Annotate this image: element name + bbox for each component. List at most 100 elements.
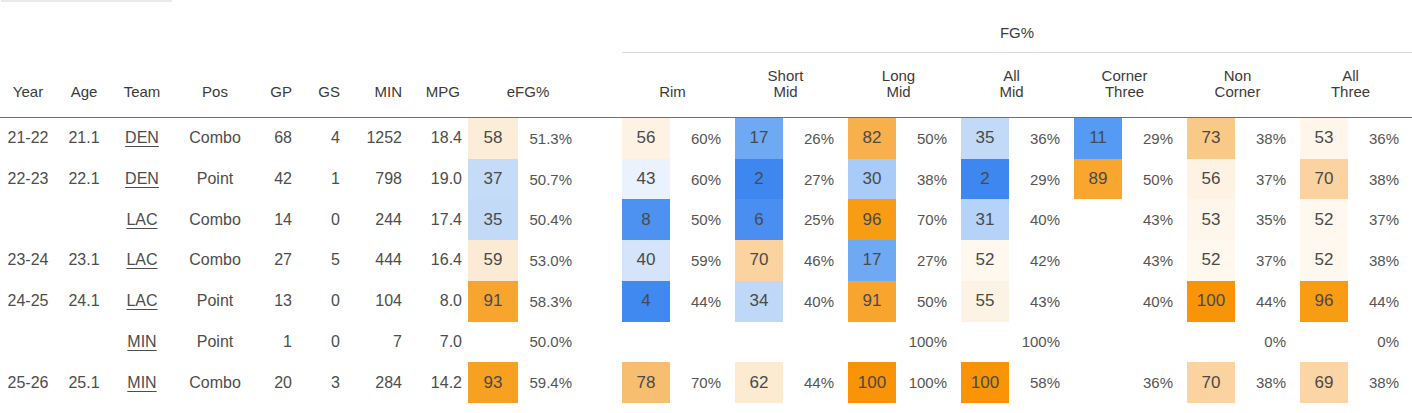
fg-value-all_mid: 58% — [1009, 374, 1074, 391]
table-row: 22-2322.1DENPoint42179819.03750.7%4360%2… — [0, 159, 1412, 200]
cell-team: DEN — [112, 170, 172, 188]
pct-cell-short_mid: 17 — [735, 118, 783, 159]
cell-pos: Combo — [172, 211, 258, 229]
team-link[interactable]: MIN — [127, 374, 156, 391]
pct-cell-long_mid: 91 — [848, 281, 896, 322]
cell-year: 23-24 — [0, 251, 56, 269]
pct-cell-corner_three: 11 — [1074, 118, 1122, 159]
cell-gp: 42 — [258, 170, 300, 188]
cell-min: 244 — [348, 211, 410, 229]
team-link[interactable]: LAC — [126, 251, 157, 268]
pct-cell-rim — [622, 322, 670, 363]
pct-cell-corner_three — [1074, 281, 1122, 322]
cell-min: 1252 — [348, 129, 410, 147]
cell-gp: 13 — [258, 292, 300, 310]
pct-cell-rim: 78 — [622, 362, 670, 403]
col-header-all_mid: AllMid — [961, 68, 1074, 116]
fg-value-long_mid: 27% — [896, 252, 961, 269]
cell-pos: Combo — [172, 251, 258, 269]
fg-value-all_three: 38% — [1348, 171, 1412, 188]
cell-gs: 1 — [300, 170, 348, 188]
pct-cell-efg: 35 — [468, 199, 518, 240]
col-header-mpg: MPG — [410, 84, 468, 116]
pct-cell-all_mid: 31 — [961, 199, 1009, 240]
cell-age: 21.1 — [56, 129, 112, 147]
fg-value-all_three: 0% — [1348, 333, 1412, 350]
value-efg: 59.4% — [518, 374, 578, 391]
pct-cell-short_mid: 34 — [735, 281, 783, 322]
col-header-year: Year — [0, 84, 56, 116]
pct-cell-rim: 4 — [622, 281, 670, 322]
fg-value-non_corner: 37% — [1235, 252, 1300, 269]
header-spacer — [578, 100, 622, 116]
cell-mpg: 16.4 — [410, 251, 468, 269]
pct-cell-efg: 93 — [468, 362, 518, 403]
fg-value-corner_three: 36% — [1122, 374, 1187, 391]
player-season-stats-table: FG% YearAgeTeamPosGPGSMINMPGeFG%RimShort… — [0, 0, 1412, 413]
fg-value-corner_three: 43% — [1122, 252, 1187, 269]
pct-cell-non_corner: 53 — [1187, 199, 1235, 240]
value-efg: 50.7% — [518, 171, 578, 188]
fg-value-all_three: 44% — [1348, 293, 1412, 310]
cell-age: 23.1 — [56, 251, 112, 269]
cell-pos: Point — [172, 333, 258, 351]
fg-value-all_mid: 42% — [1009, 252, 1074, 269]
fg-value-long_mid: 38% — [896, 171, 961, 188]
col-header-min: MIN — [348, 84, 410, 116]
col-header-rim: Rim — [622, 84, 735, 116]
pct-cell-all_mid: 35 — [961, 118, 1009, 159]
pct-cell-all_mid: 52 — [961, 240, 1009, 281]
cell-age: 25.1 — [56, 374, 112, 392]
pct-cell-short_mid: 62 — [735, 362, 783, 403]
cell-year: 21-22 — [0, 129, 56, 147]
cell-team: DEN — [112, 129, 172, 147]
pct-cell-short_mid: 2 — [735, 159, 783, 200]
pct-cell-rim: 56 — [622, 118, 670, 159]
pct-cell-long_mid — [848, 322, 896, 363]
pct-cell-non_corner: 56 — [1187, 159, 1235, 200]
value-efg: 51.3% — [518, 130, 578, 147]
cell-gs: 0 — [300, 211, 348, 229]
fg-value-all_three: 37% — [1348, 211, 1412, 228]
pct-cell-corner_three: 89 — [1074, 159, 1122, 200]
fg-value-rim: 70% — [670, 374, 735, 391]
table-row: 25-2625.1MINCombo20328414.29359.4%7870%6… — [0, 362, 1412, 403]
fg-value-rim: 50% — [670, 211, 735, 228]
table-row: MINPoint1077.050.0%100%100%0%0% — [0, 322, 1412, 363]
table-body: 21-2221.1DENCombo684125218.45851.3%5660%… — [0, 118, 1412, 403]
fg-value-corner_three: 43% — [1122, 211, 1187, 228]
team-link[interactable]: LAC — [126, 211, 157, 228]
cell-team: MIN — [112, 333, 172, 351]
value-efg: 50.4% — [518, 211, 578, 228]
pct-cell-efg: 37 — [468, 159, 518, 200]
pct-cell-efg — [468, 322, 518, 363]
pct-cell-short_mid — [735, 322, 783, 363]
fg-value-long_mid: 100% — [896, 333, 961, 350]
cell-team: LAC — [112, 251, 172, 269]
team-link[interactable]: LAC — [126, 292, 157, 309]
cell-pos: Combo — [172, 374, 258, 392]
pct-cell-corner_three — [1074, 322, 1122, 363]
table-row: 21-2221.1DENCombo684125218.45851.3%5660%… — [0, 118, 1412, 159]
pct-cell-rim: 8 — [622, 199, 670, 240]
fg-value-all_three: 38% — [1348, 252, 1412, 269]
cell-pos: Point — [172, 170, 258, 188]
fg-percent-group-header: FG% — [622, 24, 1412, 44]
cell-age: 22.1 — [56, 170, 112, 188]
team-link[interactable]: MIN — [127, 333, 156, 350]
fg-value-corner_three: 40% — [1122, 293, 1187, 310]
cell-team: LAC — [112, 292, 172, 310]
pct-cell-efg: 58 — [468, 118, 518, 159]
fg-value-all_three: 38% — [1348, 374, 1412, 391]
fg-value-long_mid: 70% — [896, 211, 961, 228]
pct-cell-all_mid: 2 — [961, 159, 1009, 200]
pct-cell-efg: 59 — [468, 240, 518, 281]
fg-value-short_mid: 44% — [783, 374, 848, 391]
team-link[interactable]: DEN — [125, 129, 159, 146]
cell-min: 104 — [348, 292, 410, 310]
pct-cell-corner_three — [1074, 362, 1122, 403]
cell-mpg: 14.2 — [410, 374, 468, 392]
pct-cell-all_three: 52 — [1300, 240, 1348, 281]
cell-year: 24-25 — [0, 292, 56, 310]
team-link[interactable]: DEN — [125, 170, 159, 187]
